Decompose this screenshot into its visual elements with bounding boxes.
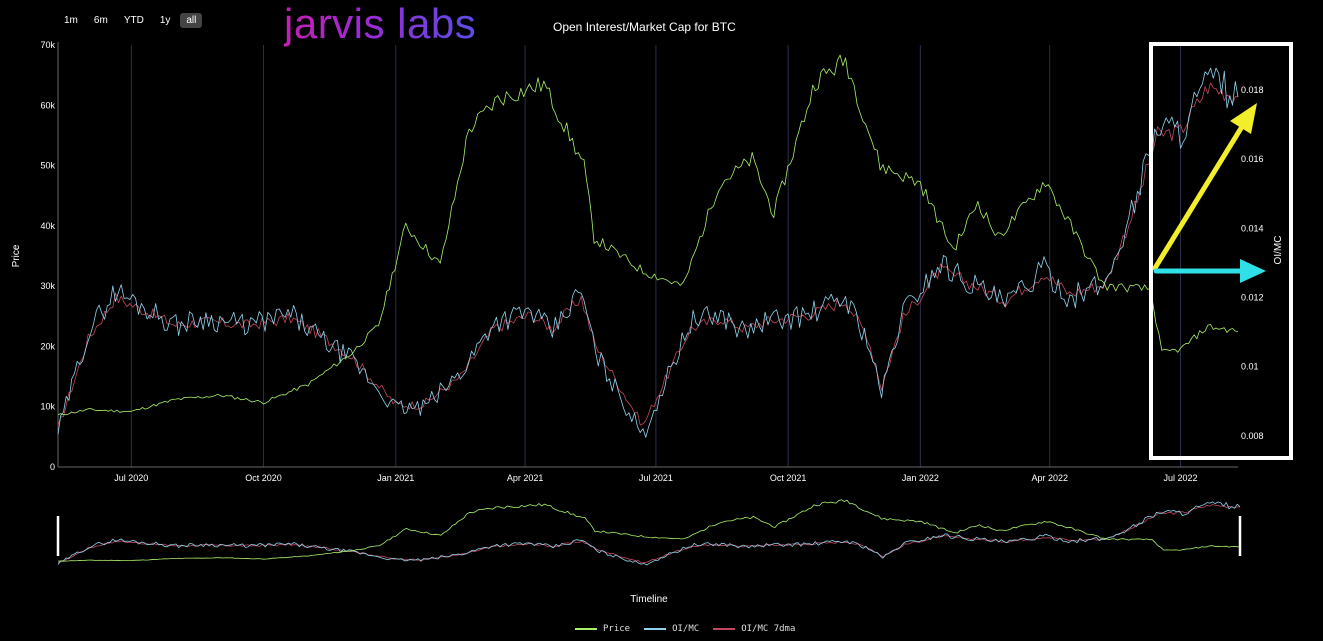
x-tick-label: Apr 2022 xyxy=(1031,473,1068,483)
x-tick-label: Jul 2020 xyxy=(114,473,148,483)
legend-label-oimc: OI/MC xyxy=(672,624,700,634)
series-line-oi-mc xyxy=(57,67,1239,438)
legend-item-price[interactable]: Price xyxy=(575,624,630,634)
legend-swatch-price xyxy=(575,628,597,630)
x-tick-label: Jul 2022 xyxy=(1163,473,1197,483)
y-tick-label: 20k xyxy=(40,341,55,351)
navigator-line-oi-mc xyxy=(57,501,1241,566)
y-tick-label: 10k xyxy=(40,402,55,412)
series-line-oi-mc-7dma xyxy=(57,82,1239,426)
y-tick-label: 40k xyxy=(40,221,55,231)
legend-swatch-oimc-7dma xyxy=(713,628,736,630)
y-tick-label: 0 xyxy=(50,462,55,472)
range-all-button[interactable]: all xyxy=(180,13,203,28)
legend: Price OI/MC OI/MC 7dma xyxy=(575,624,795,634)
navigator-line-oi-mc-7dma xyxy=(57,504,1241,564)
legend-label-price: Price xyxy=(603,624,631,634)
arrow-right-head xyxy=(1240,259,1266,283)
x-tick-label: Oct 2020 xyxy=(245,473,282,483)
arrow-up-head xyxy=(1230,103,1257,134)
y2-tick-label: 0.012 xyxy=(1241,293,1264,303)
legend-label-oimc-7dma: OI/MC 7dma xyxy=(741,624,796,634)
highlight-box xyxy=(1149,42,1293,460)
legend-swatch-oimc xyxy=(644,628,667,630)
y2-tick-label: 0.016 xyxy=(1241,154,1264,164)
y-axis-title: Price xyxy=(11,244,22,267)
range-selector: 1m 6m YTD 1y all xyxy=(58,13,203,28)
y-tick-label: 70k xyxy=(40,40,55,50)
range-6m-button[interactable]: 6m xyxy=(93,15,108,26)
arrow-up-shaft xyxy=(1152,122,1246,271)
brand-logo: jarvis labs xyxy=(284,0,477,47)
range-ytd-button[interactable]: YTD xyxy=(123,15,144,26)
y2-tick-label: 0.014 xyxy=(1241,223,1264,233)
y2-axis-title: OI/MC xyxy=(1273,236,1284,265)
x-tick-label: Jan 2021 xyxy=(377,473,414,483)
x-tick-label: Apr 2021 xyxy=(507,473,544,483)
legend-item-oimc[interactable]: OI/MC xyxy=(644,624,699,634)
y2-tick-label: 0.008 xyxy=(1241,431,1264,441)
chart-title: Open Interest/Market Cap for BTC xyxy=(553,20,736,34)
navigator-line-price xyxy=(57,499,1241,562)
x-tick-label: Oct 2021 xyxy=(770,473,807,483)
x-tick-label: Jan 2022 xyxy=(902,473,939,483)
range-1m-button[interactable]: 1m xyxy=(64,15,78,26)
y-tick-label: 60k xyxy=(40,100,55,110)
legend-item-oimc-7dma[interactable]: OI/MC 7dma xyxy=(713,624,795,634)
y-tick-label: 30k xyxy=(40,281,55,291)
y2-tick-label: 0.018 xyxy=(1241,85,1264,95)
y2-tick-label: 0.01 xyxy=(1241,362,1259,372)
range-1y-button[interactable]: 1y xyxy=(159,15,171,26)
x-tick-label: Jul 2021 xyxy=(639,473,673,483)
y-tick-label: 50k xyxy=(40,161,55,171)
series-line-price xyxy=(57,54,1239,416)
timeline-label: Timeline xyxy=(630,594,668,605)
